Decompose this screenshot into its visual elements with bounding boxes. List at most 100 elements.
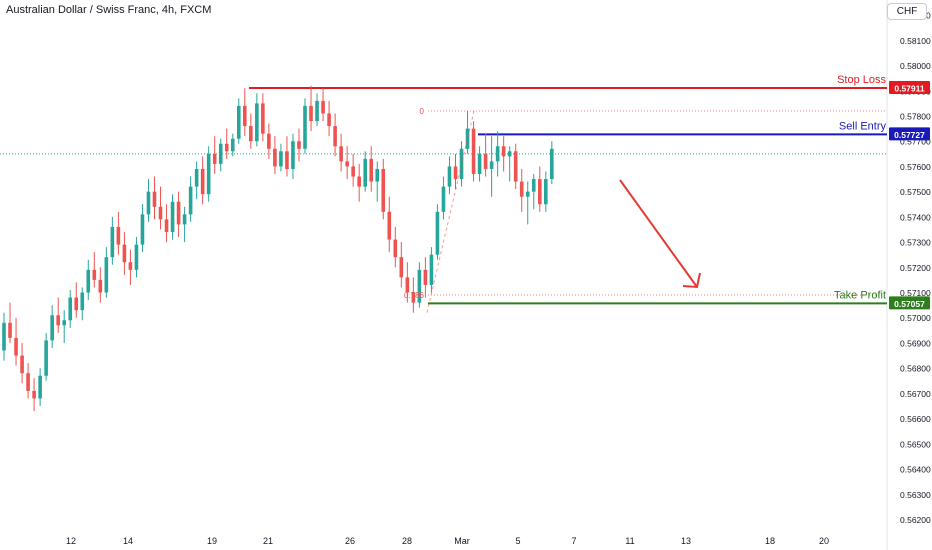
candle bbox=[218, 138, 223, 172]
candle-body bbox=[80, 292, 85, 311]
candle bbox=[80, 287, 85, 321]
candle-body bbox=[98, 279, 103, 293]
candle bbox=[249, 113, 253, 149]
candle-body bbox=[513, 151, 518, 182]
candle-body bbox=[375, 168, 380, 182]
candle bbox=[375, 161, 380, 202]
x-tick-label: 11 bbox=[625, 536, 634, 546]
candle bbox=[544, 171, 548, 212]
candle bbox=[363, 151, 367, 192]
candle-body bbox=[140, 214, 145, 245]
x-tick-label: 12 bbox=[66, 536, 76, 546]
candle bbox=[164, 204, 169, 243]
take-profit-label: Take Profit bbox=[834, 289, 886, 301]
candle-body bbox=[321, 100, 325, 114]
candle bbox=[273, 136, 277, 174]
chart-title: Australian Dollar / Swiss Franc, 4h, FXC… bbox=[6, 4, 212, 16]
candle-body bbox=[465, 128, 470, 149]
candle-body bbox=[279, 151, 283, 167]
candle-body bbox=[285, 151, 289, 169]
candle-body bbox=[315, 100, 319, 122]
candle-body bbox=[477, 153, 482, 174]
candle-body bbox=[525, 191, 530, 197]
candle-body bbox=[309, 105, 313, 122]
candle-body bbox=[158, 206, 163, 220]
candle-body bbox=[26, 373, 30, 391]
candle bbox=[321, 88, 325, 122]
candle-body bbox=[122, 244, 127, 263]
candle-body bbox=[489, 161, 494, 169]
candle-body bbox=[519, 181, 524, 197]
candle bbox=[297, 128, 301, 162]
candle-body bbox=[74, 297, 79, 311]
candle bbox=[537, 166, 542, 212]
fib-label-0: 0 bbox=[420, 107, 425, 116]
candle-body bbox=[333, 126, 337, 147]
candle-body bbox=[212, 153, 217, 164]
candle bbox=[351, 153, 355, 187]
candle bbox=[152, 176, 157, 220]
candle bbox=[261, 93, 265, 142]
candle bbox=[387, 196, 392, 253]
candle bbox=[74, 282, 79, 318]
candle bbox=[122, 232, 127, 275]
sell-entry-label: Sell Entry bbox=[839, 120, 887, 132]
sell-entry-price-value: 0.57727 bbox=[894, 130, 925, 140]
candle bbox=[128, 249, 133, 285]
candle-body bbox=[164, 219, 169, 232]
y-tick-label: 0.56900 bbox=[900, 338, 931, 348]
candle-body bbox=[8, 322, 12, 338]
candle-body bbox=[429, 254, 434, 285]
candle bbox=[140, 204, 145, 253]
candle bbox=[399, 242, 404, 288]
y-tick-label: 0.56700 bbox=[900, 389, 931, 399]
candle-body bbox=[544, 179, 548, 205]
candle bbox=[447, 156, 452, 195]
x-tick-label: 21 bbox=[263, 536, 273, 546]
candle-body bbox=[14, 337, 18, 356]
x-tick-label: 14 bbox=[123, 536, 133, 546]
candle bbox=[423, 257, 428, 298]
candle bbox=[357, 163, 361, 202]
candle bbox=[465, 110, 470, 154]
candle-body bbox=[236, 105, 241, 139]
candle bbox=[333, 113, 337, 157]
candle-body bbox=[170, 201, 175, 232]
candle bbox=[453, 153, 458, 190]
candle bbox=[339, 133, 343, 172]
y-tick-label: 0.57200 bbox=[900, 263, 931, 273]
candle-body bbox=[303, 105, 307, 149]
candle bbox=[194, 161, 199, 200]
candle bbox=[50, 305, 54, 348]
y-tick-label: 0.56300 bbox=[900, 490, 931, 500]
y-tick-label: 0.57600 bbox=[900, 162, 931, 172]
candle bbox=[435, 204, 440, 260]
candle bbox=[315, 93, 319, 127]
currency-button[interactable]: CHF bbox=[887, 3, 927, 20]
x-tick-label: 26 bbox=[345, 536, 355, 546]
candle bbox=[188, 176, 193, 222]
level-lines bbox=[249, 87, 887, 305]
candle-body bbox=[249, 126, 253, 142]
candle bbox=[212, 136, 217, 174]
candle bbox=[62, 310, 66, 343]
sell-entry-price-tag bbox=[889, 127, 930, 141]
candle-body bbox=[297, 141, 301, 149]
candle bbox=[170, 194, 175, 240]
y-tick-label: 0.58000 bbox=[900, 61, 931, 71]
candle-body bbox=[417, 269, 422, 303]
candle bbox=[525, 181, 530, 225]
x-tick-label: 28 bbox=[402, 536, 412, 546]
candle-body bbox=[291, 141, 295, 169]
candle-body bbox=[423, 269, 428, 285]
candle bbox=[110, 216, 115, 265]
x-tick-label: 5 bbox=[515, 536, 520, 546]
y-tick-label: 0.57500 bbox=[900, 187, 931, 197]
y-tick-label: 0.57000 bbox=[900, 313, 931, 323]
candle-body bbox=[405, 277, 410, 293]
candle-body bbox=[206, 153, 211, 195]
candle-body bbox=[182, 214, 187, 225]
candle bbox=[146, 179, 151, 222]
candle bbox=[291, 133, 295, 180]
